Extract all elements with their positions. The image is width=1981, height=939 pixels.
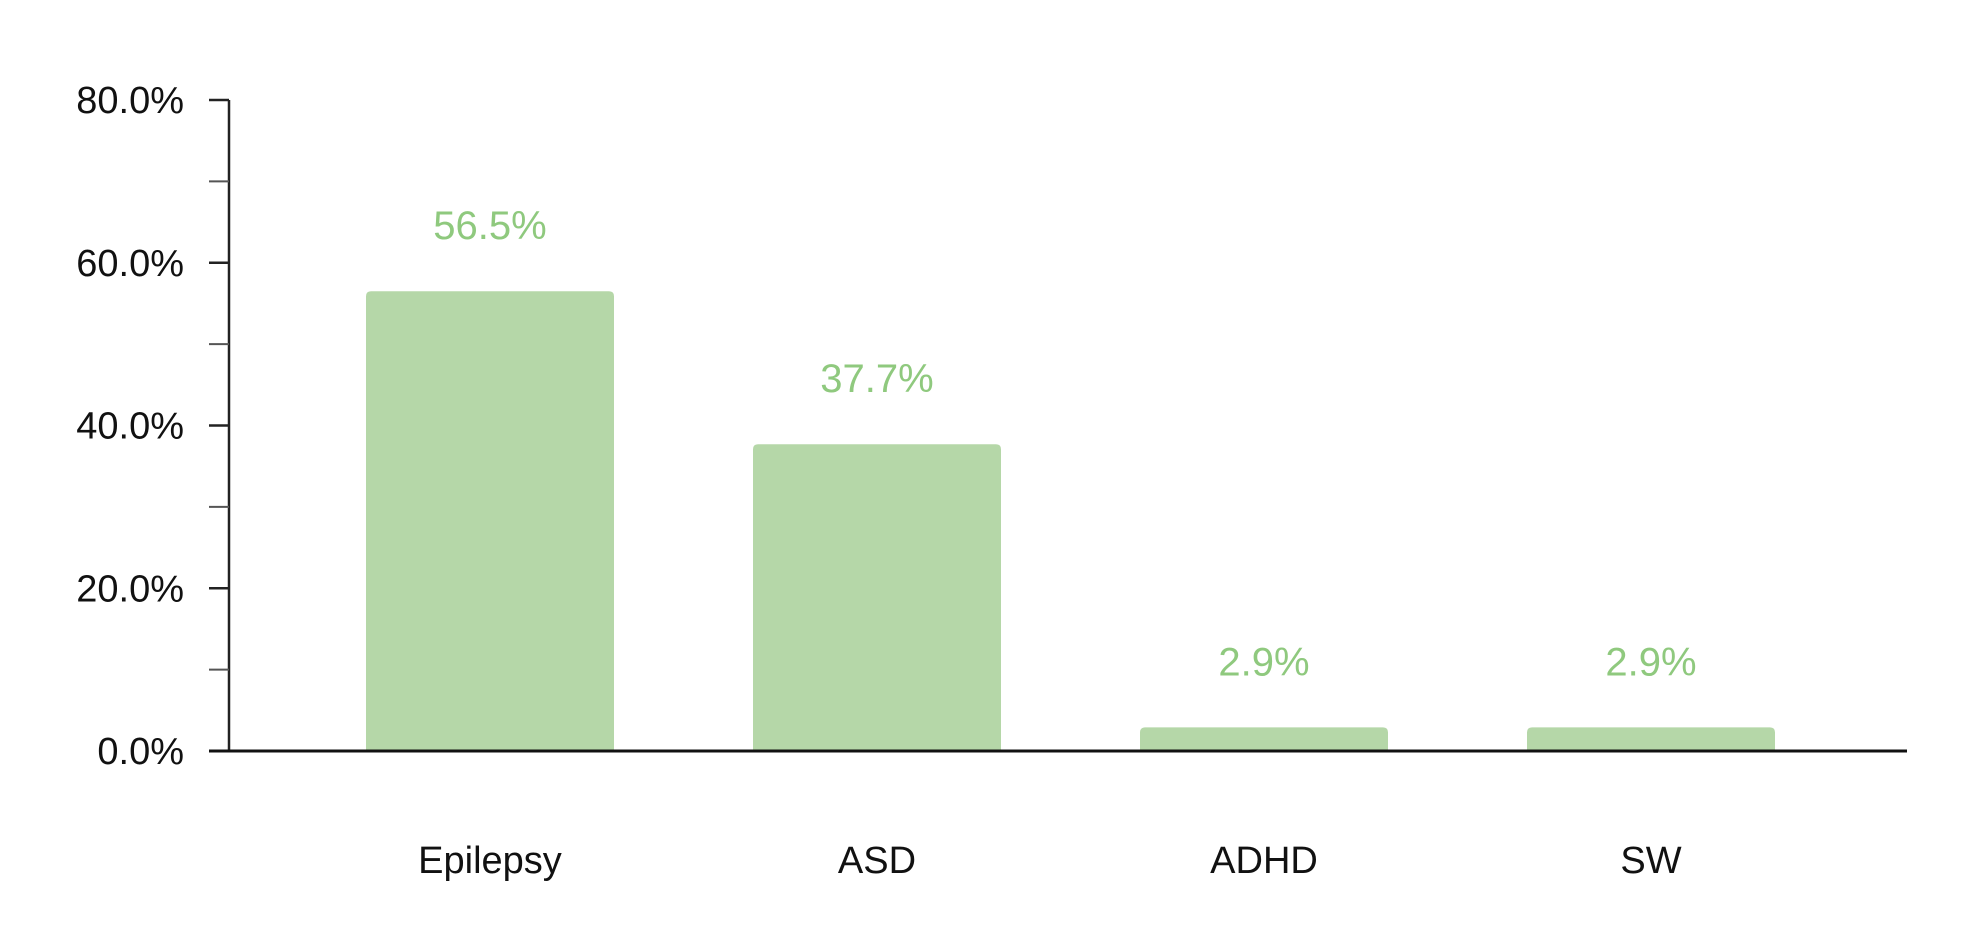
y-tick-label: 80.0%: [76, 80, 184, 122]
y-tick-label: 40.0%: [76, 406, 184, 448]
y-axis: 0.0% 20.0% 40.0% 60.0% 80.0%: [76, 80, 231, 773]
category-label: ASD: [838, 840, 916, 882]
category-label: ADHD: [1210, 840, 1318, 882]
y-tick-label: 0.0%: [97, 731, 184, 773]
bar-epilepsy: [366, 291, 614, 751]
data-labels-group: 56.5% 37.7% 2.9% 2.9%: [433, 204, 1696, 684]
data-label: 2.9%: [1605, 640, 1696, 684]
data-label: 56.5%: [433, 204, 546, 248]
category-labels-group: Epilepsy ASD ADHD SW: [418, 840, 1682, 882]
bar-asd: [753, 444, 1001, 751]
bar-adhd: [1140, 727, 1388, 751]
y-tick-label: 20.0%: [76, 568, 184, 610]
data-label: 37.7%: [820, 357, 933, 401]
data-label: 2.9%: [1218, 640, 1309, 684]
y-tick-label: 60.0%: [76, 243, 184, 285]
category-label: SW: [1620, 840, 1681, 882]
bars-group: [366, 291, 1775, 751]
bar-sw: [1527, 727, 1775, 751]
category-label: Epilepsy: [418, 840, 562, 882]
